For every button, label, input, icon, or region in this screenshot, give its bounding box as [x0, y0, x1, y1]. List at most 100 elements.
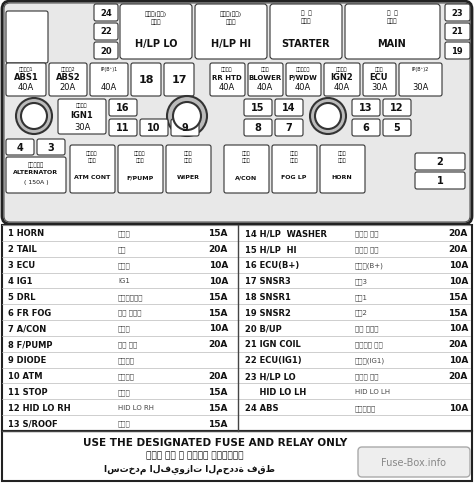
Text: 40A: 40A	[18, 83, 34, 92]
Text: 전조등 왼시: 전조등 왼시	[355, 230, 379, 237]
Text: 10: 10	[147, 123, 161, 133]
Text: 1 HORN: 1 HORN	[8, 229, 44, 238]
Text: 2: 2	[437, 157, 443, 166]
Text: 15A: 15A	[209, 419, 228, 428]
Text: 16: 16	[116, 103, 130, 113]
Text: 30A: 30A	[412, 83, 428, 92]
Text: 8 F/PUMP: 8 F/PUMP	[8, 340, 53, 348]
Text: 경복기: 경복기	[118, 230, 131, 237]
FancyBboxPatch shape	[6, 140, 34, 156]
Text: 19 SNSR2: 19 SNSR2	[245, 308, 291, 317]
Text: 에어콘: 에어콘	[242, 151, 250, 156]
Text: 3: 3	[47, 143, 55, 152]
Circle shape	[167, 97, 207, 136]
Text: 전조등 하이: 전조등 하이	[355, 246, 379, 253]
Circle shape	[16, 99, 52, 135]
FancyBboxPatch shape	[445, 24, 470, 41]
Text: 30A: 30A	[74, 122, 90, 131]
FancyBboxPatch shape	[90, 64, 128, 97]
Text: HID LO RH: HID LO RH	[118, 405, 154, 410]
Text: USE THE DESIGNATED FUSE AND RELAY ONLY: USE THE DESIGNATED FUSE AND RELAY ONLY	[83, 437, 347, 447]
FancyBboxPatch shape	[58, 100, 106, 135]
Text: 22 ECU(IG1): 22 ECU(IG1)	[245, 355, 301, 364]
Text: 19: 19	[451, 46, 463, 55]
Text: 9 DIODE: 9 DIODE	[8, 355, 46, 364]
Text: 4 IG1: 4 IG1	[8, 276, 33, 286]
Text: 래레이: 래레이	[387, 18, 397, 24]
Text: 21 IGN COIL: 21 IGN COIL	[245, 340, 301, 348]
Text: 주간주행조명: 주간주행조명	[118, 293, 144, 300]
Text: 13 S/ROOF: 13 S/ROOF	[8, 419, 58, 428]
Text: 15A: 15A	[209, 403, 228, 412]
Text: IP(B⁺)1: IP(B⁺)1	[100, 66, 118, 71]
Text: 24 ABS: 24 ABS	[245, 403, 279, 412]
Text: 연료펀프: 연료펀프	[134, 151, 146, 156]
Text: FOG LP: FOG LP	[281, 175, 307, 180]
Text: 14: 14	[282, 103, 296, 113]
FancyBboxPatch shape	[49, 64, 87, 97]
Text: 미등: 미등	[118, 246, 127, 253]
Text: H/LP LO: H/LP LO	[135, 39, 177, 49]
Text: 10 ATM: 10 ATM	[8, 371, 43, 380]
Circle shape	[21, 104, 47, 130]
Circle shape	[310, 99, 346, 135]
Text: 전조등 로우: 전조등 로우	[355, 373, 379, 379]
Text: 에이티엘: 에이티엘	[86, 151, 98, 156]
Text: 전방 안개등: 전방 안개등	[118, 309, 142, 316]
FancyBboxPatch shape	[352, 120, 380, 136]
FancyBboxPatch shape	[244, 120, 272, 136]
Text: 14 H/LP  WASHER: 14 H/LP WASHER	[245, 229, 327, 238]
FancyBboxPatch shape	[70, 146, 115, 194]
Text: 다이오드: 다이오드	[118, 357, 135, 363]
Text: 15A: 15A	[448, 292, 468, 301]
FancyBboxPatch shape	[2, 2, 472, 225]
FancyBboxPatch shape	[399, 64, 442, 97]
Text: 5: 5	[393, 123, 401, 133]
Text: 13: 13	[359, 103, 373, 113]
Text: 15 H/LP  HI: 15 H/LP HI	[245, 245, 297, 254]
Text: 23 H/LP LO: 23 H/LP LO	[245, 371, 296, 380]
Text: WIPER: WIPER	[176, 175, 200, 180]
Text: 10A: 10A	[209, 324, 228, 333]
FancyBboxPatch shape	[224, 146, 269, 194]
Text: ATM CONT: ATM CONT	[74, 175, 110, 180]
Text: IGN1: IGN1	[71, 111, 93, 120]
Text: 에어콘: 에어콘	[118, 325, 131, 332]
Text: 래레이: 래레이	[226, 19, 236, 25]
Text: 11: 11	[116, 123, 130, 133]
Text: 센섴3: 센섴3	[355, 278, 368, 284]
FancyBboxPatch shape	[2, 226, 472, 431]
Text: HORN: HORN	[332, 175, 352, 180]
Circle shape	[315, 104, 341, 130]
Text: 경주기: 경주기	[337, 151, 346, 156]
Text: HID LO LH: HID LO LH	[248, 387, 306, 396]
FancyBboxPatch shape	[363, 64, 396, 97]
Text: 래레이: 래레이	[151, 19, 161, 25]
Text: 17 SNSR3: 17 SNSR3	[245, 276, 291, 286]
FancyBboxPatch shape	[324, 64, 360, 97]
FancyBboxPatch shape	[244, 100, 272, 117]
FancyBboxPatch shape	[383, 100, 411, 117]
Text: HID LO LH: HID LO LH	[355, 389, 390, 394]
FancyBboxPatch shape	[352, 100, 380, 117]
FancyBboxPatch shape	[120, 5, 192, 60]
FancyBboxPatch shape	[164, 64, 194, 97]
Text: ( 150A ): ( 150A )	[24, 180, 48, 185]
Text: 20 B/UP: 20 B/UP	[245, 324, 282, 333]
Text: F/PUMP: F/PUMP	[127, 175, 154, 180]
Text: 40A: 40A	[334, 83, 350, 92]
Text: 15A: 15A	[209, 292, 228, 301]
Text: 20A: 20A	[209, 340, 228, 348]
Text: 이씨유(IG1): 이씨유(IG1)	[355, 357, 385, 363]
Text: 블로워: 블로워	[261, 66, 269, 71]
Text: 6 FR FOG: 6 FR FOG	[8, 308, 51, 317]
FancyBboxPatch shape	[94, 43, 118, 60]
Text: 30A: 30A	[371, 83, 387, 92]
Text: 20A: 20A	[448, 371, 468, 380]
Text: 이씨유: 이씨유	[374, 66, 383, 71]
Text: 18: 18	[138, 75, 154, 85]
Text: 전조등(로우): 전조등(로우)	[145, 11, 167, 17]
Text: 20A: 20A	[448, 340, 468, 348]
Text: IG1: IG1	[118, 278, 130, 284]
Text: 15A: 15A	[209, 387, 228, 396]
